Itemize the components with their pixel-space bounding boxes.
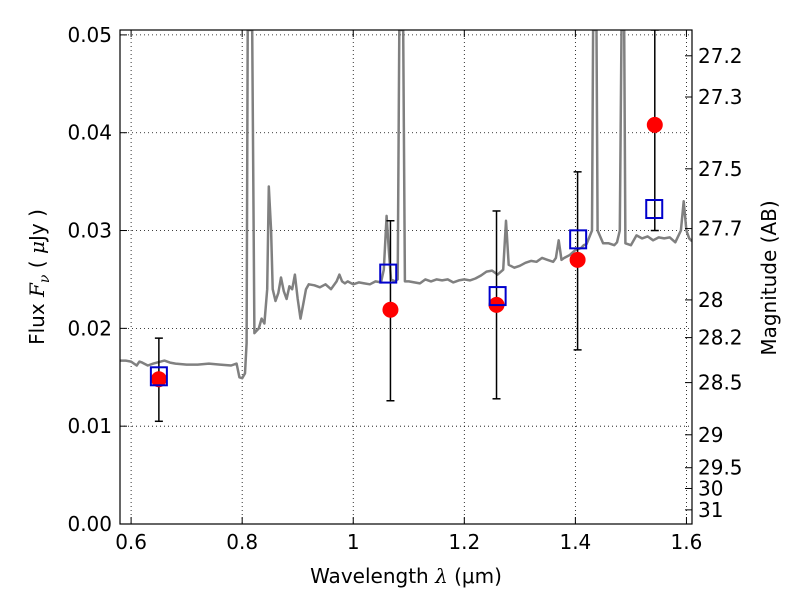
x-axis-ticks: 0.6 0.8 1 1.2 1.4 1.6 [115,30,702,554]
magnitude-tick-label: 27.7 [698,217,743,241]
magnitude-tick-label: 28.5 [698,371,743,395]
x-axis-label: Wavelength λ (μm) [310,564,502,588]
spectrum-line [120,30,692,380]
spectrum-series [120,30,692,380]
x-tick-label: 1 [347,530,360,554]
magnitude-tick-label: 27.3 [698,85,743,109]
magnitude-tick-label: 28 [698,288,723,312]
error-bars [154,30,659,423]
plot-frame [119,29,693,525]
y-tick-label: 0.01 [67,414,112,438]
magnitude-tick-label: 30 [698,476,723,500]
y-axis-label: Flux Fν ( μJy ) [25,209,53,345]
x-tick-label: 0.6 [115,530,147,554]
observed-point [646,116,663,133]
model-points [149,199,664,387]
model-point [149,366,168,387]
magnitude-tick-label: 29.5 [698,456,743,480]
y-axis-ticks: 0.00 0.01 0.02 0.03 0.04 0.05 [67,23,127,536]
observed-point [569,251,586,268]
model-point [569,229,588,250]
x-tick-label: 0.8 [226,530,258,554]
magnitude-tick-label: 27.2 [698,44,743,68]
y-tick-label: 0.04 [67,121,112,145]
magnitude-tick-label: 29 [698,423,723,447]
x-tick-label: 1.6 [671,530,703,554]
magnitude-tick-label: 28.2 [698,326,743,350]
observed-point [382,301,399,318]
observed-point [150,371,167,388]
y-tick-label: 0.00 [67,512,112,536]
y-tick-label: 0.02 [67,316,112,340]
x-tick-label: 1.2 [448,530,480,554]
magnitude-tick-label: 31 [698,498,723,522]
y-tick-label: 0.03 [67,219,112,243]
model-point [645,199,664,220]
x-tick-label: 1.4 [559,530,591,554]
model-point [488,286,507,307]
y-tick-label: 0.05 [67,23,112,47]
model-point [379,263,398,284]
magnitude-tick-label: 27.5 [698,157,743,181]
observed-points [150,116,663,388]
magnitude-axis-label: Magnitude (AB) [757,200,781,355]
